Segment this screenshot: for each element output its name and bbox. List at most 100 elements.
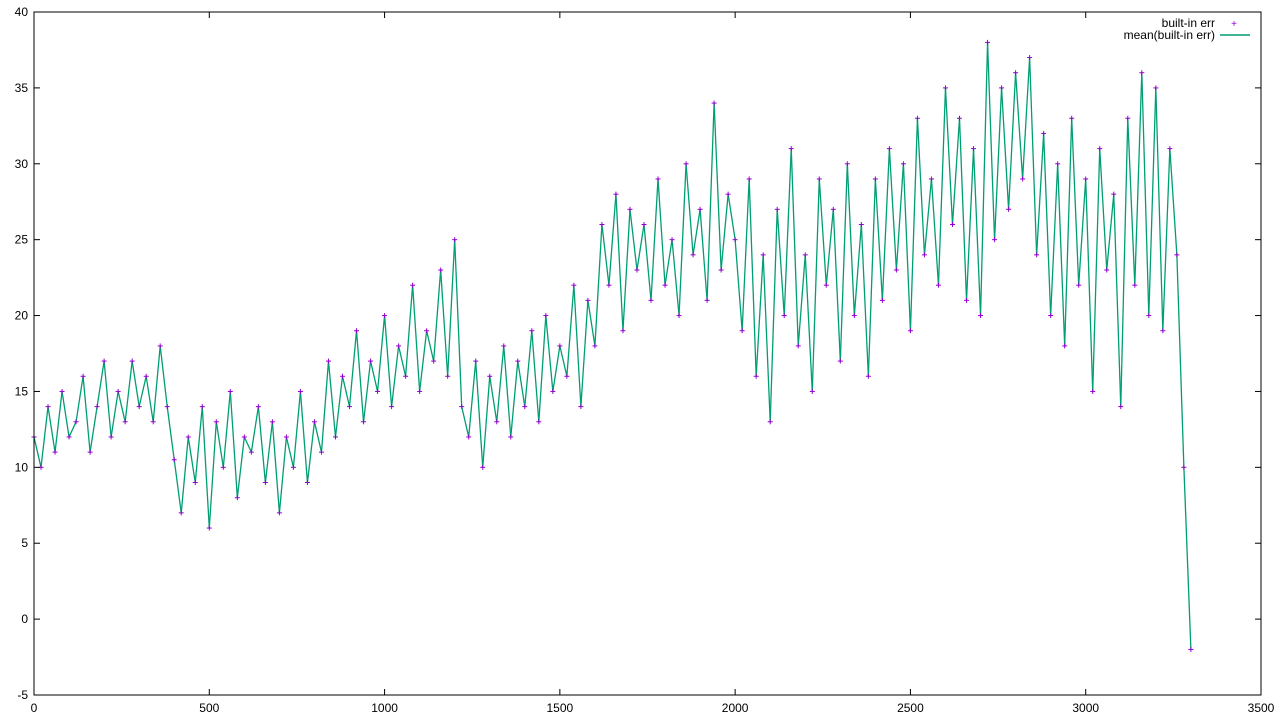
mean-line-segment — [699, 209, 708, 301]
data-point — [473, 358, 479, 364]
data-point — [80, 373, 86, 379]
mean-line-segment — [552, 345, 561, 392]
legend: built-in err + mean(built-in err) — [1124, 16, 1250, 42]
data-point — [564, 373, 570, 379]
data-point — [830, 206, 836, 212]
data-point — [311, 419, 317, 425]
data-point — [410, 282, 416, 288]
data-point — [375, 388, 381, 394]
mean-line-segment — [159, 345, 168, 407]
data-point — [1104, 267, 1110, 273]
mean-line-segment — [832, 209, 841, 362]
mean-line-segment — [531, 330, 540, 422]
data-point — [227, 388, 233, 394]
data-point — [739, 328, 745, 334]
mean-line-segment — [327, 361, 337, 438]
mean-line-segment — [1113, 194, 1122, 407]
mean-line-segment — [1050, 163, 1059, 316]
mean-line-segment — [320, 361, 330, 453]
data-point — [1083, 176, 1089, 182]
data-point — [893, 267, 899, 273]
data-point — [795, 343, 801, 349]
data-point — [87, 449, 93, 455]
mean-line-segment — [215, 421, 224, 468]
data-point — [669, 237, 675, 243]
data-point — [241, 434, 247, 440]
data-point — [494, 419, 500, 425]
mean-line-segment — [166, 406, 175, 460]
data-point — [844, 161, 850, 167]
data-point — [599, 221, 605, 227]
mean-line-segment — [846, 163, 855, 316]
data-point — [690, 252, 696, 258]
mean-line-segment — [61, 391, 70, 438]
data-point — [585, 297, 591, 303]
mean-line-segment — [468, 361, 477, 438]
data-point — [150, 419, 156, 425]
mean-line-segment — [811, 178, 820, 392]
data-point — [452, 237, 458, 243]
data-point — [1139, 70, 1145, 76]
data-point — [774, 206, 780, 212]
mean-line-segment — [33, 436, 42, 468]
data-point — [718, 267, 724, 273]
data-point — [1174, 252, 1180, 258]
data-point — [361, 419, 367, 425]
mean-line-segment — [1127, 118, 1136, 286]
mean-line-segment — [727, 194, 736, 240]
data-point — [837, 358, 843, 364]
data-point — [354, 328, 360, 334]
mean-line-segment — [706, 103, 715, 301]
data-point — [108, 434, 114, 440]
mean-line-segment — [937, 87, 947, 286]
data-point — [340, 373, 346, 379]
mean-line-segment — [1176, 254, 1185, 468]
mean-line-segment — [776, 209, 785, 316]
mean-line-segment — [538, 315, 547, 422]
mean-line-segment — [180, 436, 189, 513]
data-point — [957, 115, 963, 121]
data-point — [1048, 313, 1054, 319]
data-point — [914, 115, 920, 121]
data-point — [907, 328, 913, 334]
data-point — [655, 176, 661, 182]
y-tick-label: 30 — [15, 157, 29, 171]
mean-line-segment — [383, 315, 393, 407]
data-point — [816, 176, 822, 182]
data-point — [522, 404, 528, 410]
mean-line-segment — [923, 178, 933, 255]
y-tick-label: -5 — [17, 688, 28, 702]
data-point — [746, 176, 752, 182]
data-point — [101, 358, 107, 364]
data-point — [964, 297, 970, 303]
data-point — [283, 434, 289, 440]
mean-line-segment — [545, 315, 554, 392]
mean-line-segment — [1021, 57, 1031, 179]
mean-line-segment — [418, 330, 428, 392]
y-tick-label: 15 — [15, 384, 29, 398]
mean-line-segment — [881, 148, 891, 301]
data-point — [325, 358, 331, 364]
data-point — [66, 434, 72, 440]
mean-line-segment — [657, 178, 666, 286]
y-tick-label: 20 — [15, 309, 29, 323]
data-point — [971, 146, 977, 152]
data-point — [122, 419, 128, 425]
x-tick-label: 1500 — [547, 701, 574, 715]
data-point — [781, 313, 787, 319]
data-point — [480, 464, 486, 470]
mean-line-segment — [306, 421, 316, 483]
mean-line-segment — [285, 436, 295, 468]
data-point — [1097, 146, 1103, 152]
data-point — [662, 282, 668, 288]
mean-line-segment — [355, 330, 365, 422]
mean-line-segment — [524, 330, 533, 407]
mean-line-segment — [96, 360, 105, 407]
mean-line-segment — [671, 239, 680, 316]
data-point — [1020, 176, 1026, 182]
data-point — [1013, 70, 1019, 76]
data-point — [276, 510, 282, 516]
data-point — [431, 358, 437, 364]
mean-line-segment — [503, 345, 512, 438]
legend-label-line: mean(built-in err) — [1124, 28, 1215, 42]
